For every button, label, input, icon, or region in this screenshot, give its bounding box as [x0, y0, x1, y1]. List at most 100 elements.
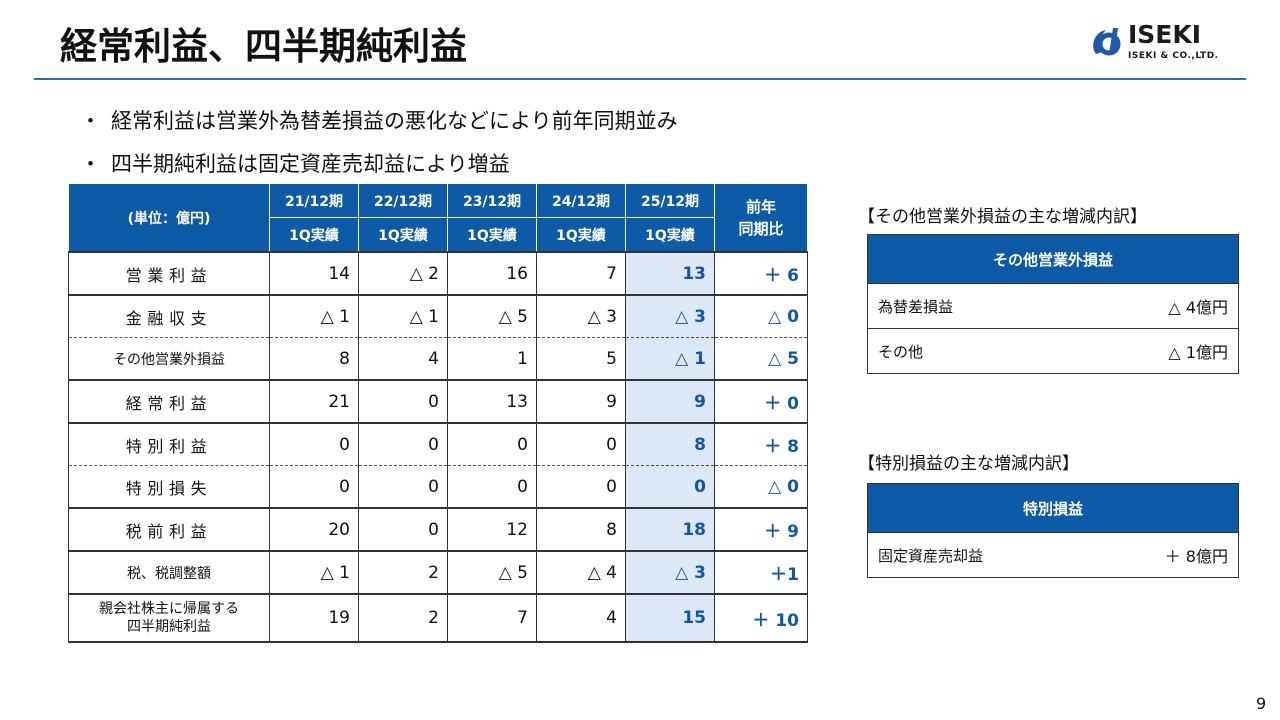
breakdown-label: 固定資産売却益 [866, 532, 1090, 578]
table-cell-current: 18 [625, 507, 715, 551]
table-cell-current: 13 [625, 251, 715, 295]
row-label: 特別利益 [68, 422, 270, 466]
breakdown-label: 為替差損益 [867, 283, 1070, 329]
table-cell: 16 [447, 251, 537, 295]
table-cell: △ 5 [447, 294, 537, 338]
page-number: 9 [1256, 694, 1267, 713]
table-cell: △ 1 [269, 550, 359, 594]
breakdown-value: △ 1億円 [1069, 328, 1240, 374]
table-cell: 0 [269, 422, 359, 466]
table-cell: 12 [447, 507, 537, 551]
table-cell: 8 [269, 337, 359, 380]
table-cell: 4 [358, 337, 448, 380]
table-cell: 0 [447, 465, 537, 508]
table-cell-yoy: △ 0 [714, 465, 808, 508]
table-cell-yoy: ＋ 8 [714, 422, 808, 466]
table-row-taxes: 税、税調整額 △ 1 2 △ 5 △ 4 △ 3 ＋1 [68, 550, 808, 594]
table-cell: 0 [358, 422, 448, 466]
row-label-line2: 四半期純利益 [127, 619, 211, 635]
table-cell: △ 1 [358, 294, 448, 338]
table-cell-current: 8 [625, 422, 715, 466]
table-cell: 4 [536, 593, 626, 643]
table-row-other-non-operating: その他営業外損益 8 4 1 5 △ 1 △ 5 [68, 337, 808, 380]
other-breakdown-table: その他営業外損益 為替差損益 △ 4億円 その他 △ 1億円 [867, 234, 1240, 374]
other-breakdown-title: 【その他営業外損益の主な増減内訳】 [858, 207, 1147, 227]
table-cell-yoy: △ 5 [714, 337, 808, 380]
table-cell-yoy: ＋ 10 [714, 593, 808, 643]
row-label: 特別損失 [68, 465, 270, 508]
row-label: 金融収支 [68, 294, 270, 338]
table-cell-current: △ 3 [625, 294, 715, 338]
table-cell: 0 [358, 379, 448, 423]
table-cell: 13 [447, 379, 537, 423]
period-header: 23/12期 [447, 183, 537, 218]
table-cell: △ 3 [536, 294, 626, 338]
other-breakdown-header: その他営業外損益 [867, 234, 1239, 284]
row-label: 経常利益 [68, 379, 270, 423]
table-cell: △ 4 [536, 550, 626, 594]
iseki-logo-mark-icon [1093, 28, 1121, 56]
bullet-item: 経常利益は営業外為替差損益の悪化などにより前年同期並み [80, 100, 678, 143]
table-cell: 9 [536, 379, 626, 423]
table-cell: 7 [536, 251, 626, 295]
company-logo: ISEKI ISEKI & CO.,LTD. [1088, 20, 1228, 68]
table-cell: △ 2 [358, 251, 448, 295]
breakdown-label: その他 [867, 328, 1070, 374]
table-cell: 0 [269, 465, 359, 508]
special-breakdown-header: 特別損益 [867, 483, 1239, 533]
bullet-list: 経常利益は営業外為替差損益の悪化などにより前年同期並み 四半期純利益は固定資産売… [80, 100, 678, 186]
row-label: 税、税調整額 [68, 550, 270, 594]
row-label: 営業利益 [68, 251, 270, 295]
table-cell: 7 [447, 593, 537, 643]
table-row-financial-balance: 金融収支 △ 1 △ 1 △ 5 △ 3 △ 3 △ 0 [68, 294, 808, 338]
table-row-pretax-profit: 税前利益 20 0 12 8 18 ＋ 9 [68, 507, 808, 551]
yoy-header-line2: 同期比 [738, 219, 784, 238]
title-divider [34, 78, 1246, 80]
table-cell-current: △ 3 [625, 550, 715, 594]
table-cell-yoy: ＋ 6 [714, 251, 808, 295]
table-cell: 0 [447, 422, 537, 466]
table-cell-current: 9 [625, 379, 715, 423]
table-cell-current: 0 [625, 465, 715, 508]
table-cell-current: 15 [625, 593, 715, 643]
row-label: 親会社株主に帰属する 四半期純利益 [68, 593, 270, 643]
bullet-item: 四半期純利益は固定資産売却益により増益 [80, 143, 678, 186]
special-breakdown-table: 特別損益 固定資産売却益 ＋ 8億円 [866, 483, 1239, 578]
table-cell-yoy: ＋1 [714, 550, 808, 594]
yoy-header-line1: 前年 [745, 197, 776, 216]
breakdown-value: △ 4億円 [1069, 283, 1240, 329]
list-item: 為替差損益 △ 4億円 [867, 283, 1240, 329]
table-cell: △ 1 [269, 294, 359, 338]
table-cell: △ 5 [447, 550, 537, 594]
table-row-special-gains: 特別利益 0 0 0 0 8 ＋ 8 [68, 422, 808, 466]
period-header: 24/12期 [536, 183, 626, 218]
table-cell-yoy: △ 0 [714, 294, 808, 338]
table-cell: 0 [358, 507, 448, 551]
period-header: 21/12期 [269, 183, 359, 218]
period-subheader: 1Q実績 [447, 217, 537, 253]
table-cell: 21 [269, 379, 359, 423]
table-cell-current: △ 1 [625, 337, 715, 380]
page-title: 経常利益、四半期純利益 [60, 25, 467, 68]
table-cell: 5 [536, 337, 626, 380]
table-cell: 1 [447, 337, 537, 380]
row-label: 税前利益 [68, 507, 270, 551]
table-cell: 2 [358, 593, 448, 643]
period-header: 22/12期 [358, 183, 448, 218]
breakdown-value: ＋ 8億円 [1089, 532, 1239, 578]
period-subheader: 1Q実績 [358, 217, 448, 253]
table-cell: 20 [269, 507, 359, 551]
period-subheader: 1Q実績 [536, 217, 626, 253]
table-cell: 2 [358, 550, 448, 594]
table-cell: 0 [536, 465, 626, 508]
row-label: その他営業外損益 [68, 337, 270, 380]
unit-header: (単位：億円) [68, 183, 270, 253]
earnings-table: (単位：億円) 21/12期 22/12期 23/12期 24/12期 25/1… [68, 183, 808, 643]
table-row-operating-profit: 営業利益 14 △ 2 16 7 13 ＋ 6 [68, 251, 808, 295]
table-cell: 0 [536, 422, 626, 466]
logo-wordmark: ISEKI [1128, 20, 1202, 49]
table-cell-yoy: ＋ 0 [714, 379, 808, 423]
list-item: その他 △ 1億円 [867, 328, 1240, 374]
special-breakdown-title: 【特別損益の主な増減内訳】 [858, 454, 1079, 474]
table-cell: 14 [269, 251, 359, 295]
